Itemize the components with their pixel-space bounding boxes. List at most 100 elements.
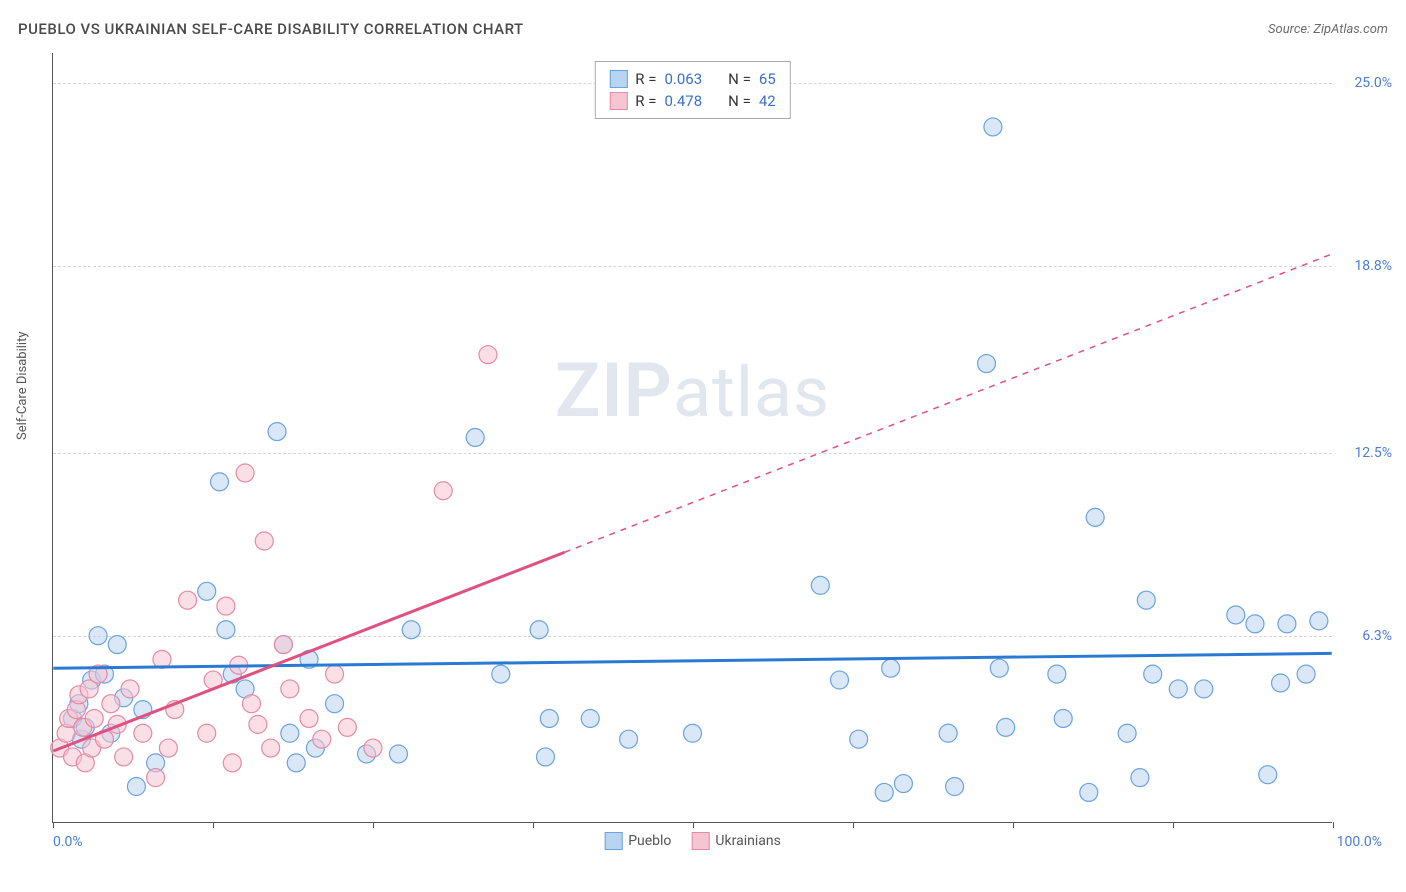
scatter-point [300,709,318,727]
n-label: N = [728,70,751,88]
legend-swatch [609,70,627,88]
scatter-point [262,739,280,757]
scatter-point [1297,665,1315,683]
scatter-point [236,464,254,482]
scatter-point [102,695,120,713]
scatter-point [402,621,420,639]
scatter-point [255,532,273,550]
scatter-point [268,423,286,441]
scatter-point [479,346,497,364]
legend-series-label: Ukrainians [715,833,780,849]
scatter-point [850,730,868,748]
scatter-point [530,621,548,639]
scatter-point [1227,606,1245,624]
scatter-point [620,730,638,748]
n-value: 42 [759,92,776,110]
scatter-point [1246,615,1264,633]
scatter-point [281,680,299,698]
scatter-point [540,709,558,727]
scatter-point [326,695,344,713]
scatter-point [211,473,229,491]
x-tick [53,822,54,828]
y-axis-label: Self-Care Disability [15,332,30,440]
legend-stats-row: R = 0.478 N = 42 [609,90,775,112]
scatter-point [121,680,139,698]
scatter-point [997,718,1015,736]
scatter-point [159,739,177,757]
scatter-point [338,718,356,736]
chart-area: ZIPatlas 6.3%12.5%18.8%25.0% R =0.063N =… [52,53,1332,823]
legend-swatch [609,92,627,110]
scatter-point [978,355,996,373]
x-tick [373,822,374,828]
scatter-point [1144,665,1162,683]
scatter-point [537,748,555,766]
scatter-point [939,724,957,742]
scatter-point [326,665,344,683]
legend-series: Pueblo Ukrainians [604,832,781,850]
legend-series-item: Ukrainians [691,832,780,850]
scatter-point [1137,591,1155,609]
scatter-point [287,754,305,772]
scatter-point [217,621,235,639]
y-tick-label: 6.3% [1362,628,1392,644]
scatter-point [875,783,893,801]
y-tick-label: 18.8% [1354,258,1392,274]
x-tick [853,822,854,828]
scatter-point [990,659,1008,677]
scatter-point [831,671,849,689]
scatter-point [581,709,599,727]
x-tick [1173,822,1174,828]
scatter-point [1080,783,1098,801]
scatter-point [1278,615,1296,633]
scatter-point [1048,665,1066,683]
x-tick [1013,822,1014,828]
x-tick [213,822,214,828]
scatter-point [281,724,299,742]
scatter-point [1272,674,1290,692]
scatter-point [217,597,235,615]
scatter-point [1310,612,1328,630]
legend-stats-row: R =0.063N =65 [609,68,775,90]
scatter-point [811,576,829,594]
scatter-point [1086,508,1104,526]
x-max-label: 100.0% [1337,834,1382,850]
scatter-point [89,627,107,645]
y-tick-label: 25.0% [1354,75,1392,91]
n-label: N = [728,92,751,110]
scatter-point [882,659,900,677]
scatter-point [134,724,152,742]
scatter-point [179,591,197,609]
scatter-point [1195,680,1213,698]
scatter-point [198,724,216,742]
legend-swatch [604,832,622,850]
scatter-point [1118,724,1136,742]
chart-title: PUEBLO VS UKRAINIAN SELF-CARE DISABILITY… [18,20,524,38]
scatter-point [274,636,292,654]
scatter-point [249,715,267,733]
scatter-point [313,730,331,748]
r-value: 0.063 [664,70,702,88]
x-tick [533,822,534,828]
scatter-point [85,709,103,727]
chart-header: PUEBLO VS UKRAINIAN SELF-CARE DISABILITY… [18,20,1388,38]
x-tick [1333,822,1334,828]
trend-line-dashed [565,254,1332,552]
scatter-point [115,748,133,766]
scatter-plot [53,53,1332,822]
scatter-point [147,769,165,787]
scatter-point [1131,769,1149,787]
scatter-point [242,695,260,713]
scatter-point [492,665,510,683]
r-label: R = [635,92,656,110]
scatter-point [1054,709,1072,727]
r-value: 0.478 [664,92,702,110]
scatter-point [684,724,702,742]
legend-series-label: Pueblo [628,833,671,849]
scatter-point [466,429,484,447]
r-label: R = [635,70,656,88]
scatter-point [984,118,1002,136]
x-min-label: 0.0% [53,834,83,850]
source-label: Source: ZipAtlas.com [1268,22,1388,37]
legend-stats: R =0.063N =65R =0.478N =42 [594,61,790,119]
